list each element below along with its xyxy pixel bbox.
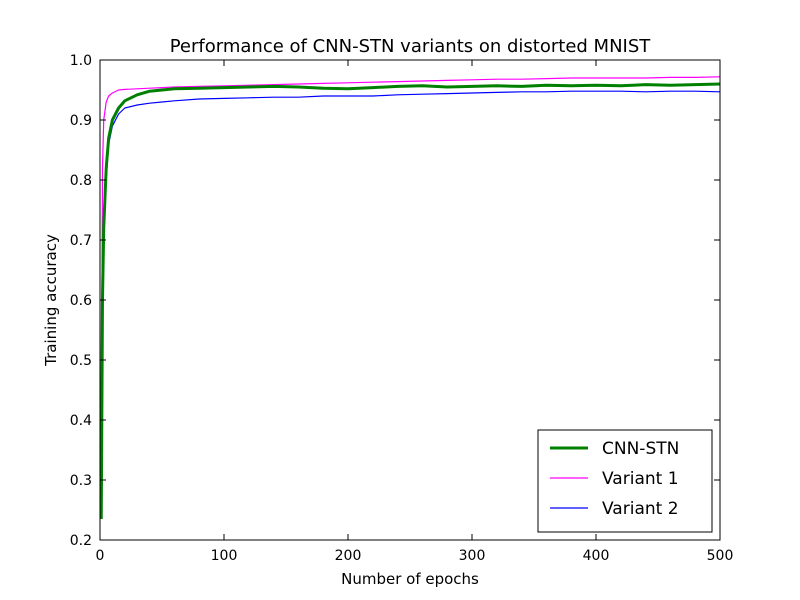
series-line-1 <box>100 82 720 520</box>
y-tick-label: 0.6 <box>70 293 92 309</box>
y-tick-label: 0.7 <box>70 233 92 249</box>
y-tick-label: 0.8 <box>70 173 92 189</box>
x-tick-label: 500 <box>707 548 734 564</box>
x-tick-label: 400 <box>583 548 610 564</box>
y-tick-label: 0.9 <box>70 113 92 129</box>
y-tick-label: 0.5 <box>70 353 92 369</box>
y-tick-label: 0.4 <box>70 413 92 429</box>
y-tick-label: 0.3 <box>70 473 92 489</box>
x-tick-label: 0 <box>96 548 105 564</box>
axis-ticks: 0 100 200 300 400 500 0.2 0.3 0.4 0.5 0.6 0.7 0.8 0.9… <box>70 53 734 564</box>
legend-label-2: Variant 1 <box>602 469 679 489</box>
y-tick-label: 1.0 <box>70 53 92 69</box>
x-tick-label: 300 <box>459 548 486 564</box>
legend-label-3: Variant 2 <box>602 499 679 519</box>
x-axis-label: Number of epochs <box>341 570 479 588</box>
series-line-2 <box>100 76 720 517</box>
y-tick-label: 0.2 <box>70 533 92 549</box>
series-line-3 <box>100 90 720 517</box>
x-tick-label: 200 <box>335 548 362 564</box>
x-tick-label: 100 <box>211 548 238 564</box>
y-axis-label: Training accuracy <box>42 234 60 367</box>
chart-title: Performance of CNN-STN variants on disto… <box>170 36 652 57</box>
legend: CNN-STN Variant 1 Variant 2 <box>537 429 713 533</box>
legend-label-1: CNN-STN <box>602 439 679 459</box>
